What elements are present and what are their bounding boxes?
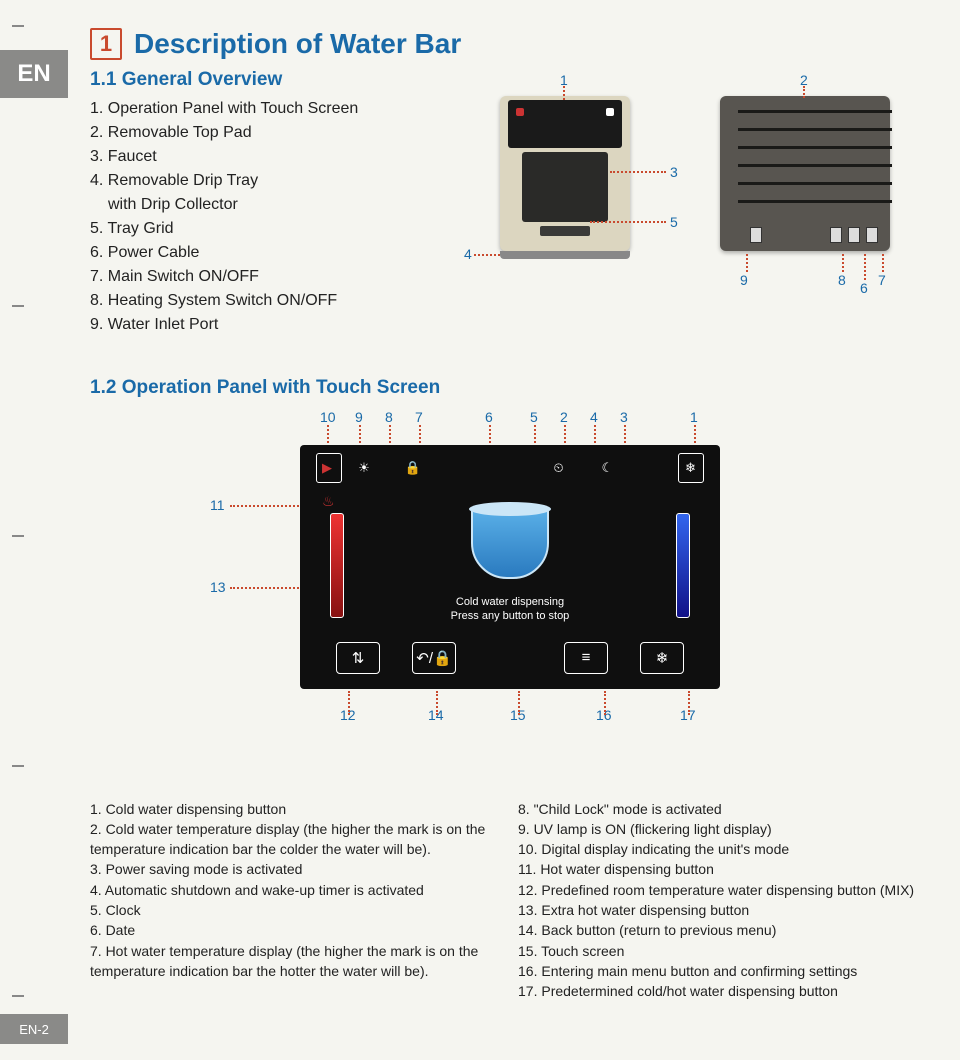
touch-panel-figure: 10 9 8 7 6 5 2 4 3 1 11 13 (210, 409, 770, 789)
callout-11: 11 (210, 497, 225, 513)
section-1-heading: 1 Description of Water Bar (90, 28, 950, 60)
language-tab: EN (0, 50, 68, 98)
cup-graphic (466, 507, 554, 587)
list-item: 6. Power Cable (90, 241, 420, 265)
overview-figures: 1 3 5 4 2 (440, 62, 930, 292)
overview-list: 1.1 General Overview 1. Operation Panel … (90, 62, 420, 337)
page-content: 1 Description of Water Bar 1.1 General O… (90, 28, 950, 1001)
moon-icon: ☾ (597, 458, 617, 478)
legend-left-column: 1. Cold water dispensing button 2. Cold … (90, 799, 490, 1002)
back-button[interactable]: ↶/🔒 (412, 642, 456, 674)
device-front-view: 1 3 5 4 (460, 74, 670, 264)
subsection-1-1: 1.1 General Overview (90, 66, 420, 95)
legend-item: 4. Automatic shutdown and wake-up timer … (90, 880, 490, 900)
list-item: 2. Removable Top Pad (90, 121, 420, 145)
legend-item: 15. Touch screen (518, 941, 918, 961)
list-item: with Drip Collector (90, 193, 420, 217)
legend-item: 12. Predefined room temperature water di… (518, 880, 918, 900)
list-item: 3. Faucet (90, 145, 420, 169)
legend-item: 13. Extra hot water dispensing button (518, 900, 918, 920)
legend-item: 8. "Child Lock" mode is activated (518, 799, 918, 819)
left-margin-ruler (0, 0, 25, 1060)
bottom-callout-row: 12 14 15 16 17 (300, 707, 720, 727)
legend-item: 16. Entering main menu button and confir… (518, 961, 918, 981)
clock-icon (451, 458, 471, 478)
legend-item: 17. Predetermined cold/hot water dispens… (518, 981, 918, 1001)
preset-button[interactable]: ❄ (640, 642, 684, 674)
legend-item: 1. Cold water dispensing button (90, 799, 490, 819)
list-item: 8. Heating System Switch ON/OFF (90, 289, 420, 313)
legend-item: 5. Clock (90, 900, 490, 920)
date-icon (500, 458, 520, 478)
subsection-1-2: 1.2 Operation Panel with Touch Screen (90, 377, 950, 399)
callout-7: 7 (878, 272, 886, 288)
hot-temp-bar (330, 513, 344, 618)
list-item: 1. Operation Panel with Touch Screen (90, 97, 420, 121)
uv-icon: ☀ (354, 458, 374, 478)
callout-9: 9 (740, 272, 748, 288)
status-icon-row: ☀ 🔒 ⏲ ☾ (320, 455, 700, 481)
touch-panel: ☀ 🔒 ⏲ ☾ ♨ Cold water dispensing Press an… (300, 445, 720, 689)
legend-item: 2. Cold water temperature display (the h… (90, 819, 490, 860)
bottom-button-row: ⇅ ↶/🔒 ≡ ❄ (300, 637, 720, 679)
callout-13: 13 (210, 579, 226, 595)
page-number: EN-2 (0, 1014, 68, 1044)
legend-item: 9. UV lamp is ON (flickering light displ… (518, 819, 918, 839)
callout-6: 6 (860, 280, 868, 296)
section-number-box: 1 (90, 28, 122, 60)
list-item: 9. Water Inlet Port (90, 313, 420, 337)
callout-8: 8 (838, 272, 846, 288)
dispense-status-text: Cold water dispensing Press any button t… (430, 595, 590, 624)
legend-item: 3. Power saving mode is activated (90, 859, 490, 879)
section-title: Description of Water Bar (134, 28, 461, 60)
legend-item: 10. Digital display indicating the unit'… (518, 839, 918, 859)
section-1-2: 1.2 Operation Panel with Touch Screen 10… (90, 377, 950, 1002)
cold-temp-bar (676, 513, 690, 618)
device-back-view: 2 9 8 6 7 (710, 74, 900, 264)
list-item: 4. Removable Drip Tray (90, 169, 420, 193)
legend: 1. Cold water dispensing button 2. Cold … (90, 799, 950, 1002)
callout-4: 4 (464, 246, 472, 262)
legend-item: 11. Hot water dispensing button (518, 859, 918, 879)
menu-button[interactable]: ≡ (564, 642, 608, 674)
heat-waves-icon: ♨ (322, 493, 335, 510)
legend-item: 6. Date (90, 920, 490, 940)
legend-right-column: 8. "Child Lock" mode is activated 9. UV … (518, 799, 918, 1002)
callout-3: 3 (670, 164, 678, 180)
timer-icon: ⏲ (549, 458, 569, 478)
legend-item: 14. Back button (return to previous menu… (518, 920, 918, 940)
mix-button[interactable]: ⇅ (336, 642, 380, 674)
lock-icon: 🔒 (403, 458, 423, 478)
legend-item: 7. Hot water temperature display (the hi… (90, 941, 490, 982)
list-item: 7. Main Switch ON/OFF (90, 265, 420, 289)
callout-5: 5 (670, 214, 678, 230)
list-item: 5. Tray Grid (90, 217, 420, 241)
